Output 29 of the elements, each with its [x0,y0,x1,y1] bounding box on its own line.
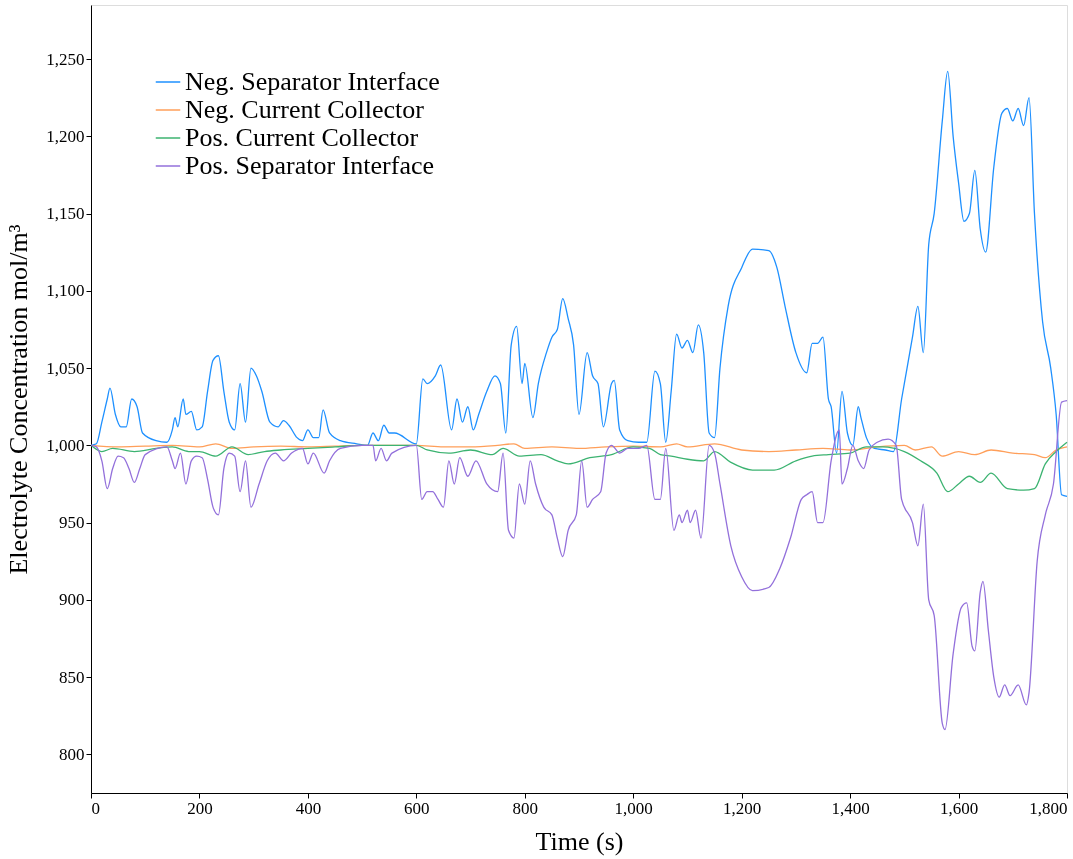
y-tick-label: 1,000 [46,435,85,455]
x-tick-label: 600 [404,798,430,818]
y-axis-title: Electrolyte Concentration mol/m³ [4,224,34,575]
x-tick-label: 0 [91,798,100,818]
line-series [90,399,1068,731]
x-axis-title: Time (s) [535,826,624,856]
y-tick-label: 1,050 [46,358,85,378]
line-series [90,70,1068,497]
x-tick-label: 1,800 [1029,798,1068,818]
y-tick-label: 800 [59,744,85,764]
legend-label: Neg. Separator Interface [185,67,440,96]
legend-label: Pos. Separator Interface [185,151,435,180]
x-tick-label: 800 [512,798,539,818]
y-tick-label: 1,150 [46,204,85,224]
y-tick-label: 850 [59,667,85,687]
y-tick-label: 1,250 [46,49,85,69]
legend-label: Neg. Current Collector [185,95,425,124]
line-series [90,441,1068,493]
y-tick-label: 950 [59,513,85,533]
y-tick-label: 1,100 [46,281,85,301]
x-tick-label: 200 [187,798,213,818]
x-tick-label: 1,600 [939,798,979,818]
y-tick-label: 900 [59,590,85,610]
y-tick-label: 1,200 [46,126,85,146]
legend-label: Pos. Current Collector [185,123,419,152]
x-tick-label: 1,400 [831,798,870,818]
x-tick-label: 400 [295,798,322,818]
x-tick-label: 1,000 [614,798,653,818]
x-tick-label: 1,200 [723,798,762,818]
